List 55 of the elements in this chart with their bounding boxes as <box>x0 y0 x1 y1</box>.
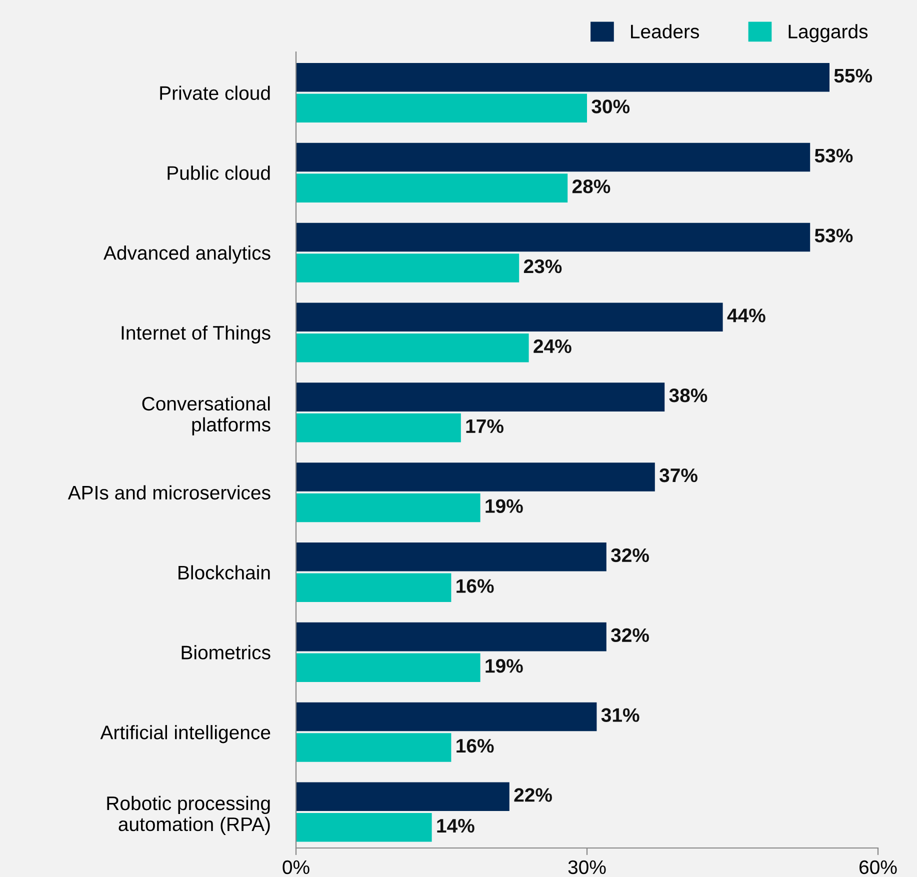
data-label: 32% <box>611 628 649 642</box>
bar <box>296 254 520 282</box>
data-label: 16% <box>456 579 494 593</box>
y-tick-label: Private cloud <box>160 86 270 100</box>
data-label: 19% <box>486 659 523 673</box>
bar <box>296 622 606 652</box>
data-label: 37% <box>660 468 698 482</box>
bar <box>296 62 830 92</box>
bar <box>296 222 810 252</box>
data-label: 38% <box>669 388 708 402</box>
data-label: 24% <box>534 339 572 354</box>
y-tick-label: Advanced analytics <box>104 246 270 264</box>
data-label: 16% <box>456 738 494 753</box>
y-tick-label: Robotic processing automation (RPA) <box>107 796 270 835</box>
y-tick-label: Public cloud <box>168 166 270 180</box>
data-label: 53% <box>814 148 853 163</box>
bar <box>296 813 432 842</box>
data-label: 19% <box>486 499 523 513</box>
data-label: 17% <box>466 419 504 433</box>
y-tick-label: APIs and microservices <box>68 485 270 500</box>
bar <box>296 94 587 123</box>
data-label: 32% <box>611 548 649 562</box>
bar <box>296 653 480 682</box>
y-tick-label: Biometrics <box>182 645 270 660</box>
data-label: 44% <box>727 308 766 322</box>
y-tick-label: Artificial intelligence <box>100 725 270 744</box>
bar <box>296 702 597 732</box>
x-tick-label: 60% <box>860 860 897 874</box>
data-label: 22% <box>514 788 552 802</box>
bar <box>296 573 452 602</box>
legend-label: Laggards <box>788 24 868 42</box>
bar <box>296 782 510 812</box>
data-label: 14% <box>437 818 474 833</box>
bar <box>296 413 461 442</box>
bar <box>296 542 606 572</box>
data-label: 53% <box>814 228 853 242</box>
x-tick-label: 30% <box>568 860 606 874</box>
bar <box>296 334 529 362</box>
bar <box>296 733 452 762</box>
bar <box>296 142 810 172</box>
data-label: 55% <box>834 68 872 83</box>
legend-label: Leaders <box>631 24 700 38</box>
data-label: 28% <box>572 180 610 194</box>
bar <box>296 382 665 412</box>
x-tick-label: 0% <box>282 860 310 874</box>
bar <box>296 462 655 492</box>
bar <box>296 493 480 522</box>
data-label: 30% <box>592 100 630 114</box>
y-tick-label: Internet of Things <box>122 325 270 344</box>
y-tick-label: Blockchain <box>178 565 270 580</box>
data-label: 23% <box>524 259 562 274</box>
bar <box>296 302 723 332</box>
bar <box>296 174 568 202</box>
data-label: 31% <box>601 708 640 722</box>
y-tick-label: Conversational platforms <box>142 396 270 436</box>
